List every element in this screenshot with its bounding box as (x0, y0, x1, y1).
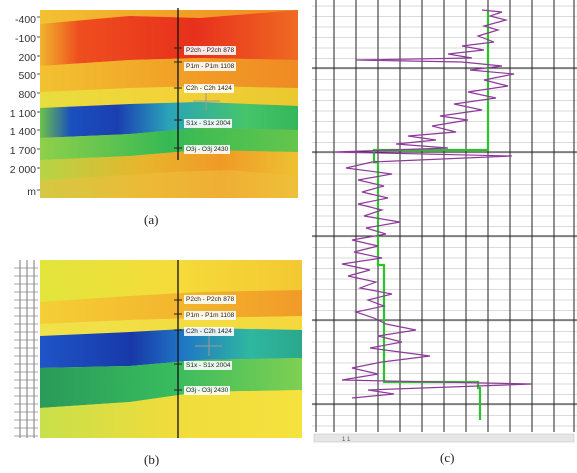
y-tick: -100 (14, 33, 36, 45)
y-tick: 1 100 (9, 108, 36, 120)
horizon-label: S1x - S1x 2004 (184, 361, 233, 370)
horizon-label: P2ch - P2ch 878 (184, 295, 237, 304)
y-tick: 1 400 (9, 126, 36, 138)
y-tick: m (27, 186, 36, 198)
panel-b: P2ch - P2ch 878 P1m - P1m 1108 C2h - C2h… (0, 250, 305, 473)
well-log-curve (333, 9, 533, 399)
seismic-section-b (14, 260, 302, 438)
panel-c: 1 1 (c) (312, 0, 577, 473)
seismic-section-a (37, 8, 298, 198)
y-tick: -400 (14, 14, 36, 26)
caption-b: (b) (144, 452, 160, 467)
y-tick: 1 700 (9, 145, 36, 157)
horizon-label: P1m - P1m 1108 (184, 311, 237, 320)
panel-a: -400 -100 200 500 800 1 100 1 400 1 700 … (0, 0, 305, 240)
y-tick: 800 (18, 89, 36, 101)
horizon-label: P2ch - P2ch 878 (184, 46, 237, 55)
caption-c: (c) (440, 450, 455, 465)
log-footer-text: 1 1 (342, 437, 351, 443)
y-tick: 2 000 (9, 164, 36, 176)
y-tick: 500 (18, 70, 36, 82)
horizon-label: P1m - P1m 1108 (184, 62, 237, 71)
horizon-label: O3j - O3j 2430 (184, 386, 231, 395)
well-log-plot: 1 1 (312, 0, 577, 445)
horizon-label: C2h - C2h 1424 (184, 327, 234, 336)
y-tick: 200 (18, 52, 36, 64)
caption-a: (a) (144, 212, 159, 227)
horizon-label: C2h - C2h 1424 (184, 84, 234, 93)
well-track-strip (14, 260, 38, 438)
horizon-label: O3j - O3j 2430 (184, 145, 231, 154)
horizon-label: S1x - S1x 2004 (184, 119, 233, 128)
